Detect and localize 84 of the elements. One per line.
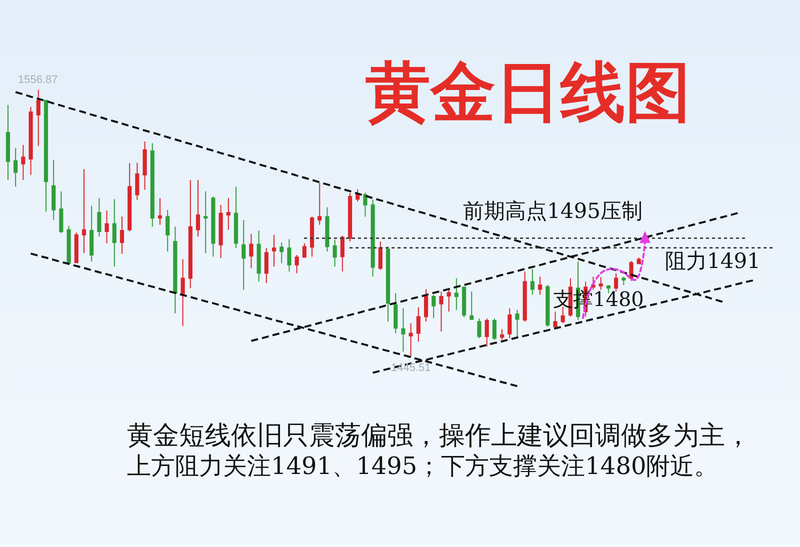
text: 上方阻力关注1491、1495；下方支撑关注1480附近。 [127, 452, 718, 480]
candlestick [446, 289, 451, 312]
candlestick [340, 235, 344, 272]
candlestick [470, 290, 474, 320]
candlestick [363, 192, 368, 218]
candlestick [128, 162, 132, 232]
ref-line-label: 前期高点1495压制 [463, 199, 642, 223]
candlestick [508, 308, 512, 339]
candlestick [218, 204, 223, 259]
candlestick [158, 198, 162, 226]
candlestick [52, 159, 56, 220]
candlestick [462, 286, 466, 318]
candlestick [325, 206, 330, 252]
candlestick [622, 276, 626, 286]
candlestick [142, 141, 147, 190]
candlestick [401, 308, 406, 352]
candlestick [104, 210, 109, 244]
candlestick [492, 318, 496, 340]
chart-title: 黄金日线图 [366, 54, 690, 130]
candlestick [348, 192, 352, 242]
candlestick [294, 254, 299, 274]
candlestick [424, 288, 428, 322]
candlestick [310, 216, 314, 258]
candlestick [432, 294, 436, 319]
candlestick [394, 292, 398, 334]
candlestick [36, 89, 40, 146]
candlestick [59, 190, 64, 234]
candlestick [553, 311, 558, 329]
candlestick [97, 198, 102, 238]
candlestick [256, 230, 261, 282]
candlestick [454, 278, 458, 310]
candlestick [629, 260, 634, 282]
candlestick [150, 142, 154, 228]
candlestick [598, 276, 603, 290]
text: 黄金短线依旧只震荡偏强，操作上建议回调做多为主， [127, 421, 751, 451]
candlestick [386, 246, 390, 322]
candlestick [332, 239, 337, 268]
candlestick [28, 106, 33, 176]
candlestick [636, 257, 641, 265]
candlestick [614, 272, 618, 292]
candlestick [515, 309, 520, 338]
annotation: 1556.87 [18, 74, 58, 86]
candlestick [6, 104, 10, 180]
candlestick [112, 198, 116, 268]
candlestick [522, 271, 527, 322]
candlestick [318, 182, 322, 226]
candlestick [264, 248, 268, 284]
candlestick [287, 238, 292, 272]
candlestick [188, 179, 192, 289]
candlestick [500, 328, 504, 340]
candlestick [166, 209, 170, 252]
candlestick [242, 219, 246, 290]
candlestick [439, 290, 444, 332]
candlestick [272, 234, 276, 268]
candlestick [484, 318, 489, 348]
candlestick [302, 242, 306, 258]
candlestick [280, 242, 284, 264]
candlestick [21, 144, 26, 180]
candlestick [378, 241, 382, 270]
candlestick [135, 162, 140, 200]
candlestick [14, 148, 18, 188]
candlestick [196, 179, 200, 238]
candlestick [82, 168, 86, 254]
candlestick [416, 306, 420, 342]
annotation: 1445.51 [391, 362, 431, 374]
candlestick [204, 190, 208, 254]
candlestick [211, 196, 216, 258]
candlestick [44, 99, 48, 212]
candlestick [180, 258, 185, 326]
candlestick [226, 198, 230, 230]
candlestick [90, 205, 94, 262]
candlestick [530, 268, 534, 296]
candlestick [538, 276, 542, 296]
candlestick [173, 226, 178, 314]
candlestick [408, 322, 413, 358]
candlestick [66, 225, 71, 266]
ref-line-label: 阻力1491 [665, 249, 760, 273]
candlestick [370, 199, 375, 278]
candlestick [477, 318, 482, 339]
candlestick [234, 186, 238, 249]
candlestick [249, 233, 254, 269]
candlestick [546, 284, 550, 328]
candlestick [120, 216, 124, 254]
candlestick [74, 232, 78, 264]
